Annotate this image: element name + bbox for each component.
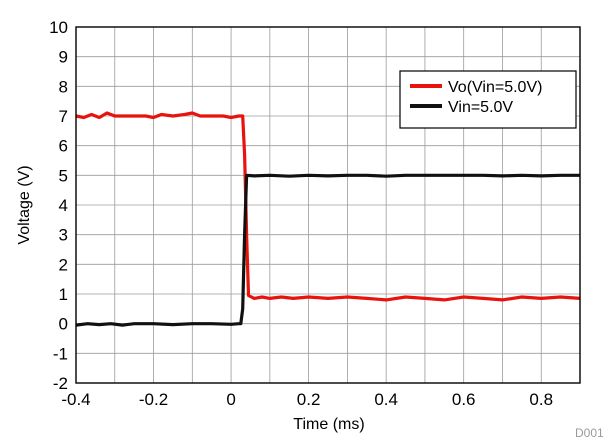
y-tick-label: 10 <box>49 18 68 37</box>
x-tick-label: 0.8 <box>529 390 553 409</box>
y-tick-label: 3 <box>59 226 68 245</box>
y-tick-label: 7 <box>59 107 68 126</box>
y-tick-label: 4 <box>59 196 68 215</box>
y-axis-title: Voltage (V) <box>16 165 33 244</box>
x-tick-label: -0.4 <box>61 390 90 409</box>
x-tick-label: 0 <box>226 390 235 409</box>
x-tick-label: -0.2 <box>139 390 168 409</box>
figure-footnote: D001 <box>575 426 604 439</box>
y-tick-label: 5 <box>59 166 68 185</box>
y-tick-label: -2 <box>53 374 68 393</box>
legend-label-vo: Vo(Vin=5.0V) <box>448 79 542 96</box>
plot-frame <box>75 26 581 384</box>
series-line-1 <box>75 173 580 327</box>
x-tick-label: 0.6 <box>452 390 476 409</box>
x-tick-label: 0.4 <box>374 390 398 409</box>
series-line-0 <box>75 111 581 302</box>
y-tick-label: 8 <box>59 77 68 96</box>
y-tick-label: 1 <box>59 285 68 304</box>
y-tick-label: 0 <box>59 315 68 334</box>
y-tick-label: 6 <box>59 137 68 156</box>
x-axis-title: Time (ms) <box>293 416 364 433</box>
legend-box <box>399 70 577 129</box>
x-tick-label: 0.2 <box>297 390 321 409</box>
y-tick-label: -1 <box>53 344 68 363</box>
y-tick-label: 2 <box>59 255 68 274</box>
legend: Vo(Vin=5.0V) Vin=5.0V <box>399 70 577 129</box>
y-tick-label: 9 <box>59 48 68 67</box>
legend-label-vin: Vin=5.0V <box>448 99 513 116</box>
